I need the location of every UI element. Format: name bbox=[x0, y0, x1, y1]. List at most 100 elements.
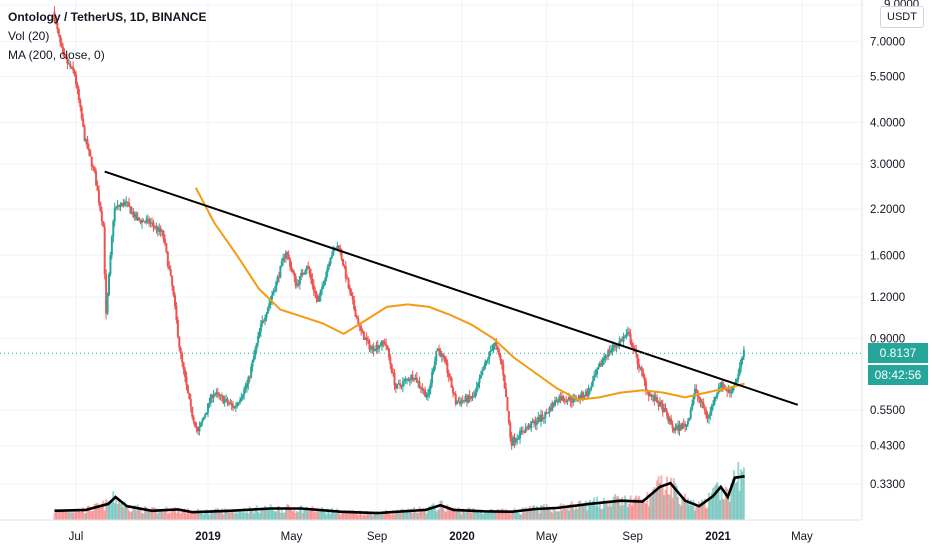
volume-bar bbox=[229, 512, 232, 520]
candle-body bbox=[710, 406, 713, 412]
candle-body bbox=[626, 331, 629, 335]
volume-bar bbox=[290, 508, 293, 520]
candle-body bbox=[294, 276, 297, 286]
volume-bar bbox=[429, 506, 432, 520]
candle-body bbox=[572, 397, 575, 403]
volume-bar bbox=[707, 492, 710, 520]
volume-bar bbox=[415, 512, 418, 520]
candle-body bbox=[382, 340, 385, 343]
volume-bar bbox=[520, 514, 523, 520]
volume-bar bbox=[496, 509, 499, 520]
candle-body bbox=[726, 389, 729, 392]
candle-body bbox=[640, 367, 643, 372]
candle-body bbox=[602, 357, 605, 361]
volume-bar bbox=[227, 512, 230, 520]
volume-bar bbox=[730, 483, 733, 520]
volume-bar bbox=[196, 509, 199, 520]
volume-bar bbox=[647, 506, 650, 520]
volume-bar bbox=[129, 512, 132, 520]
volume-bar bbox=[133, 505, 136, 520]
candle-body bbox=[691, 404, 694, 410]
volume-bar bbox=[444, 512, 447, 520]
volume-bar bbox=[407, 508, 410, 520]
ma-indicator-label[interactable]: MA (200, close, 0) bbox=[8, 48, 105, 62]
volume-bar bbox=[286, 503, 289, 520]
time-tick-label: May bbox=[536, 531, 558, 543]
volume-bar bbox=[110, 501, 113, 520]
currency-button[interactable]: USDT bbox=[880, 6, 924, 28]
volume-bar bbox=[149, 509, 152, 520]
volume-bar bbox=[179, 513, 182, 520]
candle-body bbox=[161, 230, 164, 232]
candle-body bbox=[93, 167, 96, 172]
volume-bar bbox=[225, 510, 228, 520]
volume-bar bbox=[109, 500, 112, 520]
candle-body bbox=[354, 309, 357, 317]
symbol-title[interactable]: Ontology / TetherUS, 1D, BINANCE bbox=[8, 10, 207, 24]
candle-body bbox=[524, 427, 527, 433]
volume-bar bbox=[261, 507, 264, 520]
volume-bar bbox=[93, 504, 96, 520]
candle-body bbox=[559, 396, 562, 401]
candle-body bbox=[681, 423, 684, 430]
candle-body bbox=[587, 388, 590, 397]
candle-body bbox=[268, 303, 271, 309]
candle-body bbox=[703, 408, 706, 411]
candle-body bbox=[612, 344, 615, 349]
volume-bar bbox=[696, 506, 699, 520]
candle-body bbox=[328, 263, 331, 267]
candle-body bbox=[240, 397, 243, 401]
candle-body bbox=[204, 414, 207, 418]
candle-body bbox=[595, 369, 598, 375]
volume-bar bbox=[559, 503, 562, 520]
candle-body bbox=[374, 350, 377, 352]
candle-body bbox=[474, 392, 477, 397]
candle-body bbox=[414, 377, 417, 380]
volume-bar bbox=[255, 505, 258, 520]
volume-bar bbox=[691, 506, 694, 520]
candle-body bbox=[589, 388, 591, 390]
volume-bar bbox=[570, 501, 573, 520]
volume-bar bbox=[682, 496, 685, 520]
candle-body bbox=[97, 190, 100, 203]
volume-bar bbox=[95, 503, 98, 520]
volume-bar bbox=[326, 508, 329, 520]
candle-body bbox=[535, 422, 538, 425]
volume-indicator-label[interactable]: Vol (20) bbox=[8, 29, 50, 43]
candle-body bbox=[481, 370, 484, 376]
volume-bar bbox=[410, 508, 413, 520]
candle-body bbox=[394, 385, 397, 389]
volume-bar bbox=[392, 510, 395, 520]
candle-body bbox=[444, 358, 447, 363]
candle-body bbox=[73, 70, 76, 75]
volume-bar bbox=[484, 510, 487, 520]
candle-body bbox=[248, 377, 251, 379]
volume-bar bbox=[589, 499, 591, 520]
volume-bar bbox=[243, 507, 246, 520]
volume-bar bbox=[411, 513, 414, 520]
candle-body bbox=[89, 150, 92, 157]
candle-body bbox=[226, 399, 229, 403]
candle-body bbox=[705, 410, 708, 416]
volume-bar bbox=[67, 512, 70, 520]
candle-body bbox=[353, 300, 356, 310]
price-tick-label: 4.0000 bbox=[870, 117, 905, 129]
candle-body bbox=[706, 415, 709, 419]
volume-bar bbox=[602, 498, 605, 520]
volume-bar bbox=[303, 508, 306, 520]
volume-bar bbox=[702, 502, 705, 520]
candle-body bbox=[325, 272, 328, 280]
candle-body bbox=[223, 400, 226, 404]
volume-bar bbox=[89, 511, 92, 520]
candle-body bbox=[484, 362, 487, 369]
candle-body bbox=[664, 408, 667, 412]
candle-body bbox=[397, 383, 400, 385]
candle-body bbox=[456, 401, 459, 405]
volume-bar bbox=[192, 513, 195, 520]
volume-bar bbox=[432, 503, 435, 520]
volume-bar bbox=[83, 513, 86, 520]
candle-body bbox=[60, 42, 63, 48]
volume-bar bbox=[713, 486, 716, 520]
candle-body bbox=[649, 394, 652, 397]
